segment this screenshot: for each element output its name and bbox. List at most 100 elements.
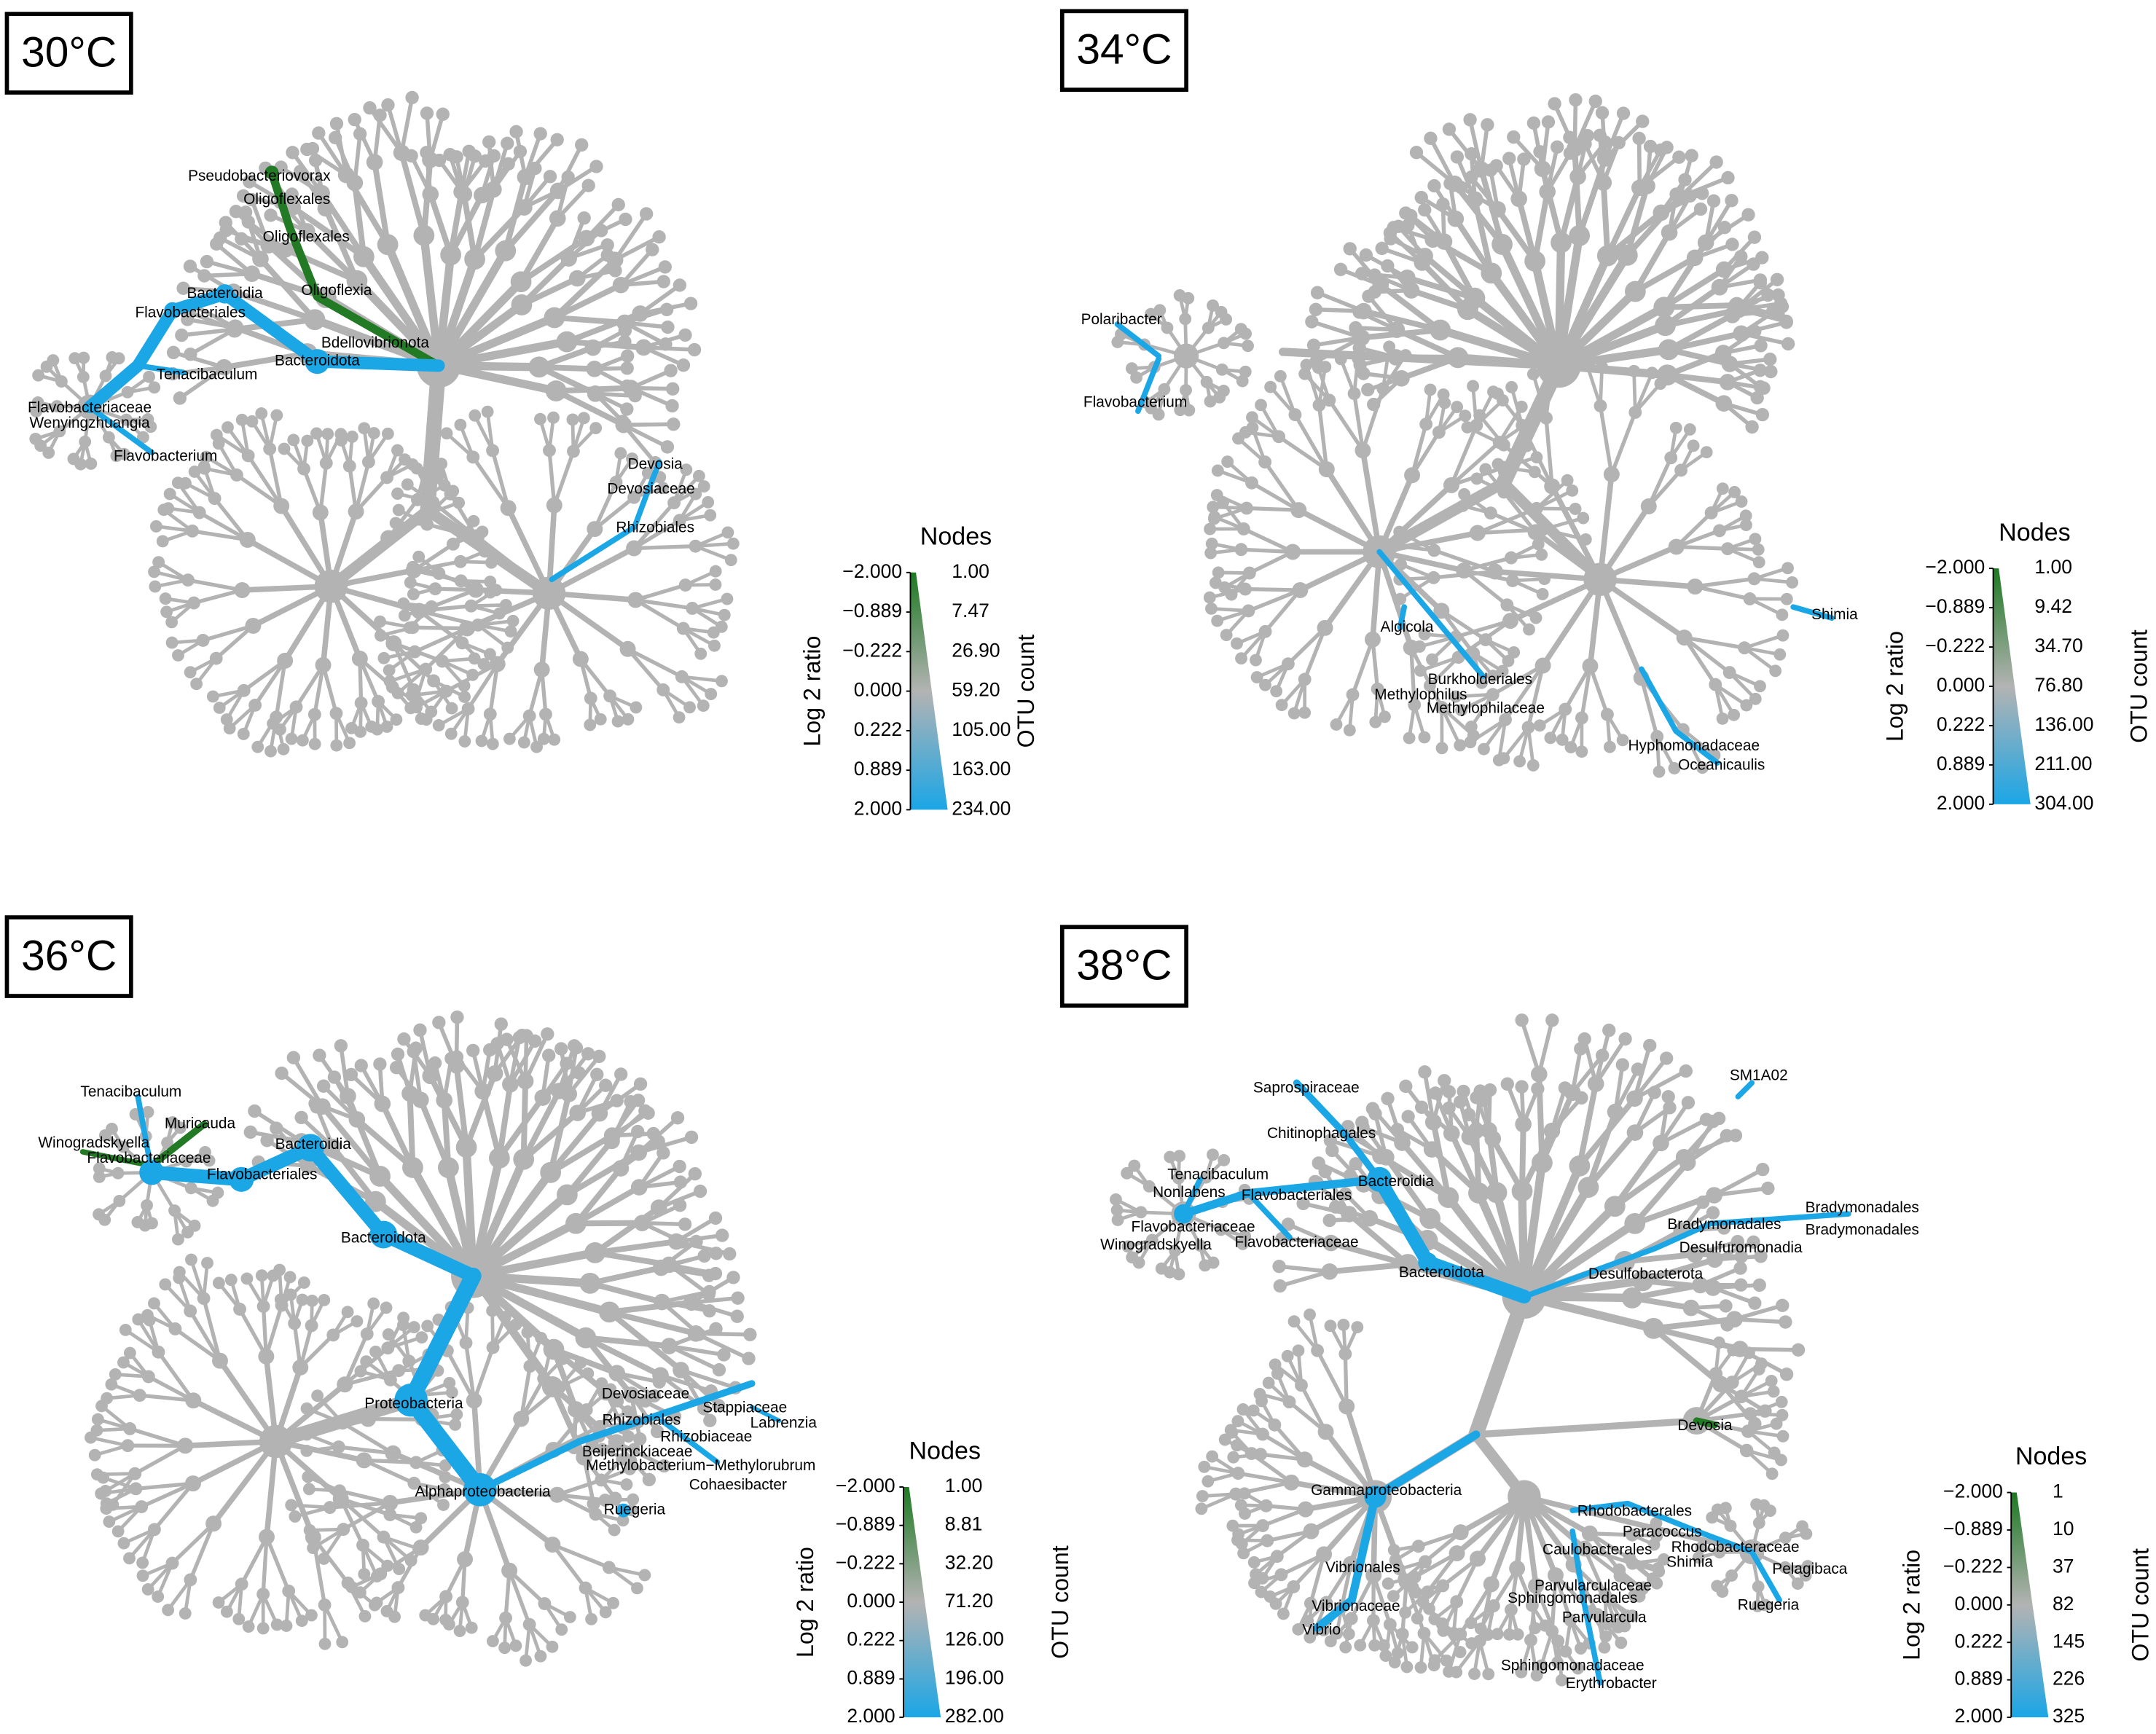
tree-node — [1365, 1102, 1380, 1115]
tree-edge — [1526, 725, 1535, 767]
tree-node — [301, 434, 314, 447]
tree-node — [415, 1512, 428, 1525]
tree-node — [1734, 249, 1748, 264]
tree-node — [1465, 170, 1478, 184]
node-label: Methylophilaceae — [1427, 700, 1545, 717]
tree-node — [1277, 1607, 1290, 1620]
tree-node — [716, 675, 728, 688]
tree-node — [1712, 1336, 1725, 1349]
tree-node — [209, 237, 224, 251]
tree-node — [300, 1444, 313, 1457]
tree-node — [1578, 137, 1592, 151]
tree-edge — [1353, 326, 1399, 332]
tree-node — [162, 502, 175, 515]
count-tick-label: 9.42 — [2034, 595, 2072, 617]
tree-node — [1602, 1023, 1616, 1037]
tree-edge — [407, 1090, 416, 1171]
tree-node — [1481, 118, 1494, 132]
tree-node — [1770, 272, 1784, 286]
tree-edge — [178, 365, 227, 401]
highlight-edge — [148, 1121, 208, 1169]
tree-edge — [559, 1046, 571, 1096]
tree-node — [432, 719, 445, 731]
tree-node — [449, 1418, 462, 1431]
tree-node — [1757, 381, 1771, 395]
tree-edge — [1682, 635, 1732, 675]
tree-node — [1517, 152, 1531, 166]
tree-node — [1780, 592, 1793, 605]
count-tick-label: 226 — [2053, 1668, 2085, 1690]
tree-node — [1545, 1013, 1559, 1027]
tree-node — [666, 382, 680, 396]
tree-node — [445, 702, 458, 715]
tree-edge — [339, 1043, 350, 1099]
tree-node — [1250, 1568, 1263, 1581]
tree-node — [1205, 602, 1218, 615]
tree-node — [132, 1313, 145, 1326]
tree-highlights — [79, 165, 1851, 1686]
panel-title: 38°C — [1076, 942, 1172, 989]
node-label: Devosiaceae — [602, 1386, 689, 1402]
tree-node — [1496, 664, 1509, 678]
tree-edge — [469, 1271, 557, 1392]
tree-node — [103, 1515, 116, 1529]
tree-node — [144, 420, 157, 434]
tree-node — [1387, 1544, 1400, 1556]
tree-edge — [441, 1097, 452, 1171]
tree-edge — [1449, 1130, 1482, 1196]
tree-edge — [353, 475, 389, 514]
node-label: Rhizobiales — [616, 519, 694, 536]
tree-node — [285, 1499, 298, 1512]
panel-title: 30°C — [21, 28, 117, 76]
tree-node — [1653, 765, 1666, 778]
node-label: Alphaproteobacteria — [415, 1483, 551, 1500]
tree-node — [585, 1612, 597, 1625]
tree-node — [123, 1552, 136, 1565]
tree-edge — [541, 1053, 551, 1100]
tree-edge — [1328, 1240, 1411, 1268]
tree-node — [295, 1615, 308, 1628]
tree-node — [498, 1641, 511, 1655]
tree-edge — [1496, 392, 1524, 428]
tree-edge — [592, 480, 619, 531]
tree-node — [32, 369, 44, 382]
tree-node — [1464, 736, 1477, 749]
tree-edge — [536, 364, 597, 372]
tree-node — [1507, 130, 1521, 144]
tree-node — [1734, 1278, 1748, 1292]
tree-edge — [1712, 1167, 1765, 1198]
node-label: Rhodobacteraceae — [1671, 1539, 1800, 1556]
tree-edge — [1632, 230, 1673, 295]
tree-node — [1615, 1636, 1628, 1649]
tree-edge — [1639, 675, 1659, 739]
tree-edge — [1324, 1561, 1353, 1605]
tree-node — [1539, 1619, 1551, 1632]
tree-edge — [656, 1172, 697, 1210]
tree-edge — [584, 203, 621, 240]
tree-node — [176, 281, 190, 295]
tree-edge — [503, 1569, 511, 1620]
tree-node — [1491, 1628, 1504, 1641]
tree-edge — [1594, 1037, 1628, 1086]
tree-node — [1508, 1480, 1541, 1513]
tree-node — [310, 427, 323, 440]
tree-node — [1748, 1296, 1762, 1310]
tree-edge — [445, 1349, 477, 1402]
tree-node — [1262, 1376, 1275, 1389]
tree-node — [1226, 1519, 1239, 1532]
tree-node — [1351, 1321, 1364, 1334]
tree-node — [1643, 139, 1658, 154]
tree-node — [584, 718, 597, 731]
tree-edge — [629, 1392, 659, 1434]
tree-node — [1632, 131, 1646, 146]
tree-node — [533, 127, 547, 141]
tree-edge — [638, 283, 682, 316]
tree-node — [1776, 1429, 1790, 1443]
tree-edge — [1377, 1153, 1451, 1201]
tree-edge — [460, 191, 478, 262]
tree-node — [1379, 1649, 1392, 1662]
highlight-node — [616, 1503, 631, 1518]
tree-node — [1550, 140, 1564, 154]
tree-node — [1212, 566, 1225, 579]
tree-node — [1270, 685, 1283, 698]
